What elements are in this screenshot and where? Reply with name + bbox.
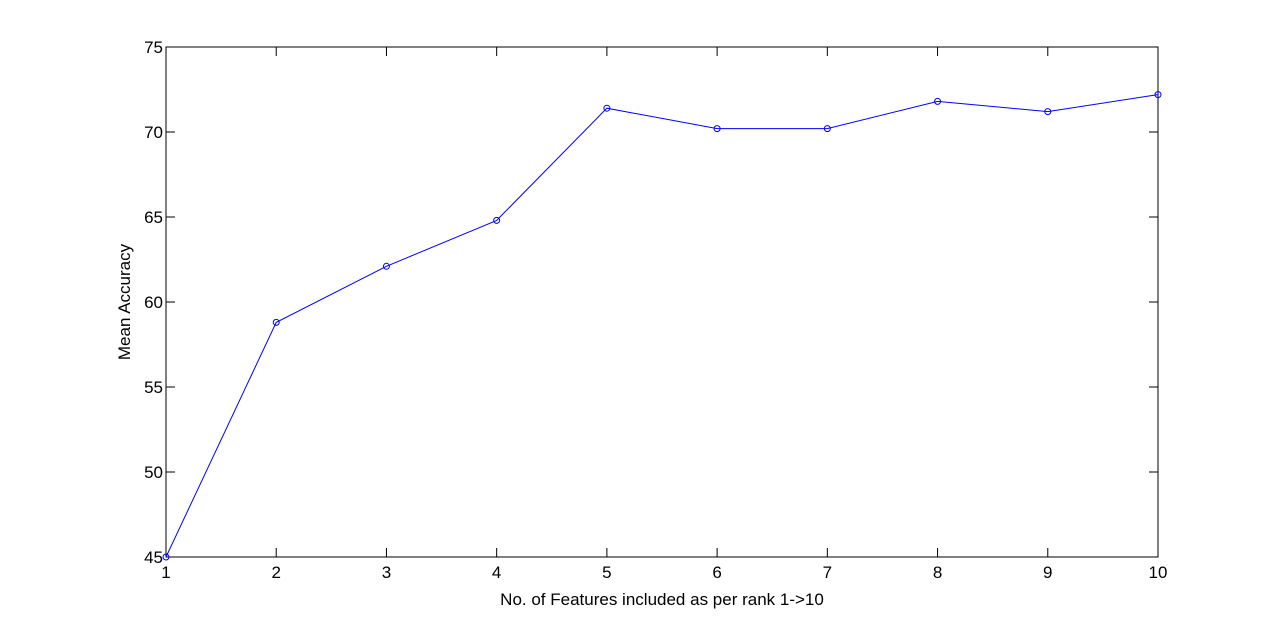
x-tick-label: 8 [933, 563, 942, 582]
y-tick-label: 65 [144, 208, 163, 227]
x-tick-label: 1 [161, 563, 170, 582]
y-tick-label: 70 [144, 123, 163, 142]
x-tick-label: 7 [823, 563, 832, 582]
data-point-marker [934, 97, 942, 105]
x-tick-label: 10 [1149, 563, 1168, 582]
data-point-marker [162, 553, 170, 561]
series-layer [162, 91, 1162, 561]
plot-area [165, 46, 1159, 558]
data-point-marker [272, 318, 280, 326]
y-tick-label: 50 [144, 463, 163, 482]
y-tick-label: 60 [144, 293, 163, 312]
x-tick-label: 6 [712, 563, 721, 582]
y-tick-label: 45 [144, 548, 163, 567]
data-point-marker [1044, 108, 1052, 116]
x-tick-label: 5 [602, 563, 611, 582]
series-line [165, 94, 1159, 558]
data-point-marker [823, 125, 831, 133]
x-tick-label: 3 [382, 563, 391, 582]
x-tick-label: 2 [271, 563, 280, 582]
y-tick-label: 75 [144, 38, 163, 57]
x-axis-ticks: 1 2 3 4 5 6 7 8 9 10 [161, 47, 1167, 582]
y-tick-label: 55 [144, 378, 163, 397]
x-axis-label: No. of Features included as per rank 1->… [500, 590, 824, 609]
y-axis-ticks: 45 50 55 60 65 70 75 [144, 38, 1158, 567]
data-point-marker [382, 262, 390, 270]
data-point-marker [603, 104, 611, 112]
data-point-marker [493, 216, 501, 224]
data-point-marker [713, 125, 721, 133]
x-tick-label: 4 [492, 563, 501, 582]
x-tick-label: 9 [1043, 563, 1052, 582]
y-axis-label: Mean Accuracy [115, 243, 134, 360]
data-point-marker [1154, 91, 1162, 99]
